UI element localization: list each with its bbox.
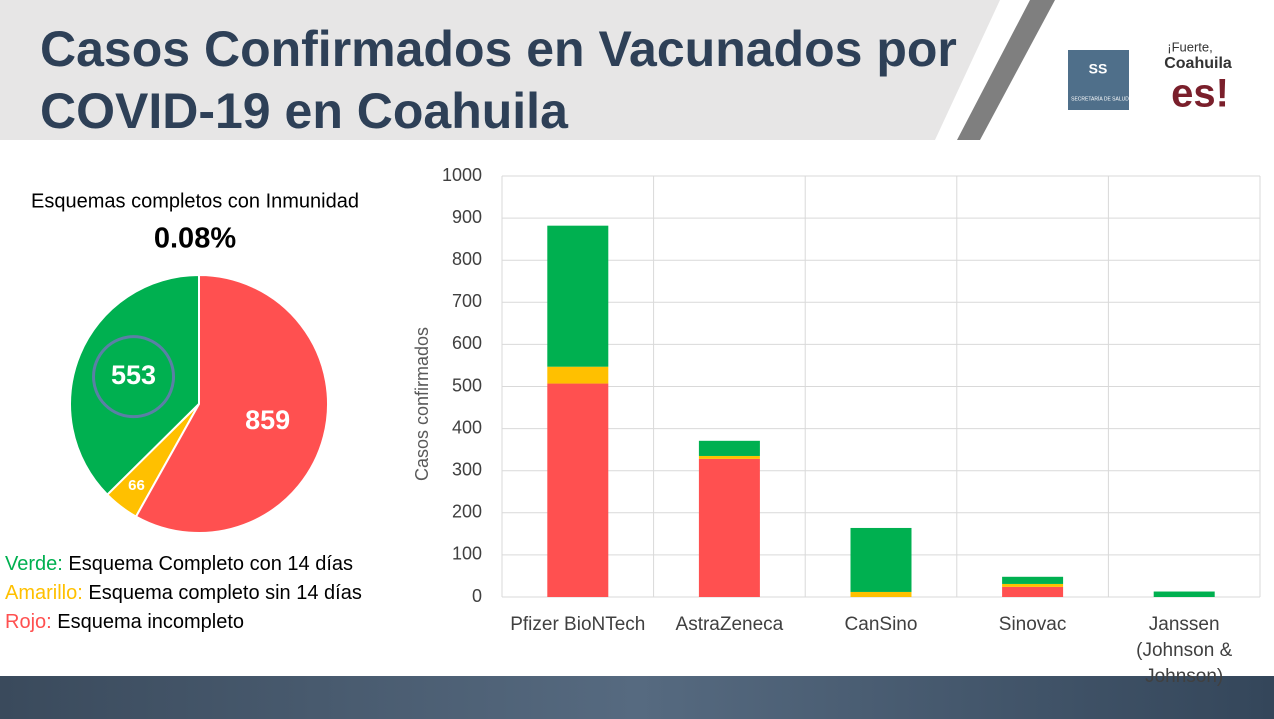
- x-tick-label: Pfizer BioNTech: [510, 614, 646, 635]
- x-tick-label: Janssen (Johnson & Johnson): [1136, 614, 1233, 687]
- bar-segment: [850, 591, 912, 597]
- x-tick-label: Sinovac: [998, 614, 1067, 635]
- legend-text: Esquema incompleto: [57, 611, 244, 633]
- x-tick-label: CanSino: [844, 614, 918, 635]
- logo-coahuila: Coahuila: [1164, 55, 1232, 72]
- pie-value-label: 859: [245, 405, 290, 435]
- bar-segment: [547, 366, 609, 384]
- legend-key: Amarillo:: [5, 582, 83, 604]
- pie-title: Esquemas completos con Inmunidad: [31, 190, 359, 212]
- y-tick-label: 300: [452, 459, 482, 479]
- logo-es: es!: [1171, 72, 1229, 116]
- y-tick-label: 900: [452, 207, 482, 227]
- y-tick-label: 800: [452, 249, 482, 269]
- y-tick-label: 700: [452, 291, 482, 311]
- footer-band: [0, 676, 1274, 719]
- pie-value-label: 553: [111, 360, 156, 390]
- logo-box: [1068, 50, 1129, 110]
- legend-entry: Amarillo: Esquema completo sin 14 días: [5, 582, 362, 604]
- bar-segment: [1002, 586, 1064, 597]
- pie-slice: [69, 273, 200, 497]
- pie-value-label: 66: [128, 477, 145, 494]
- bar-segment: [1153, 591, 1215, 597]
- bar-segment: [698, 440, 760, 456]
- bar-segment: [1002, 583, 1064, 587]
- y-tick-label: 400: [452, 417, 482, 437]
- bar-segment: [547, 225, 609, 367]
- y-tick-label: 600: [452, 333, 482, 353]
- pie-slice: [134, 273, 329, 534]
- y-tick-label: 1000: [442, 165, 482, 185]
- bar-segment: [547, 383, 609, 597]
- bar-segment: [698, 458, 760, 597]
- y-tick-label: 100: [452, 544, 482, 564]
- pie-subtitle: 0.08%: [154, 223, 236, 255]
- y-tick-label: 500: [452, 375, 482, 395]
- legend-key: Verde:: [5, 553, 63, 575]
- bar-segment: [1002, 576, 1064, 584]
- legend-text: Esquema completo sin 14 días: [88, 582, 362, 604]
- logo-ss: SS: [1089, 61, 1108, 77]
- legend-entry: Rojo: Esquema incompleto: [5, 611, 244, 633]
- legend-text: Esquema Completo con 14 días: [68, 553, 353, 575]
- logo-fuerte: ¡Fuerte,: [1167, 39, 1213, 54]
- x-tick-label: AstraZeneca: [675, 614, 784, 635]
- header-band: [0, 0, 1000, 140]
- legend-entry: Verde: Esquema Completo con 14 días: [5, 553, 353, 575]
- y-tick-label: 0: [472, 586, 482, 606]
- header-stripe: [957, 0, 1055, 140]
- legend-key: Rojo:: [5, 611, 52, 633]
- bar-segment: [698, 455, 760, 459]
- logo-secretaria: SECRETARÍA DE SALUD: [1071, 95, 1129, 102]
- highlight-ring: [92, 335, 176, 419]
- y-axis-label: Casos confirmados: [412, 327, 432, 481]
- bar-segment: [850, 527, 912, 592]
- slide-title: Casos Confirmados en Vacunados por COVID…: [40, 21, 957, 139]
- y-tick-label: 200: [452, 502, 482, 522]
